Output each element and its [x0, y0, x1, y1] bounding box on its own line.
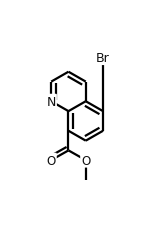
Text: Br: Br	[96, 52, 110, 65]
Text: O: O	[47, 154, 56, 167]
Text: N: N	[47, 95, 56, 108]
Text: O: O	[81, 154, 90, 167]
